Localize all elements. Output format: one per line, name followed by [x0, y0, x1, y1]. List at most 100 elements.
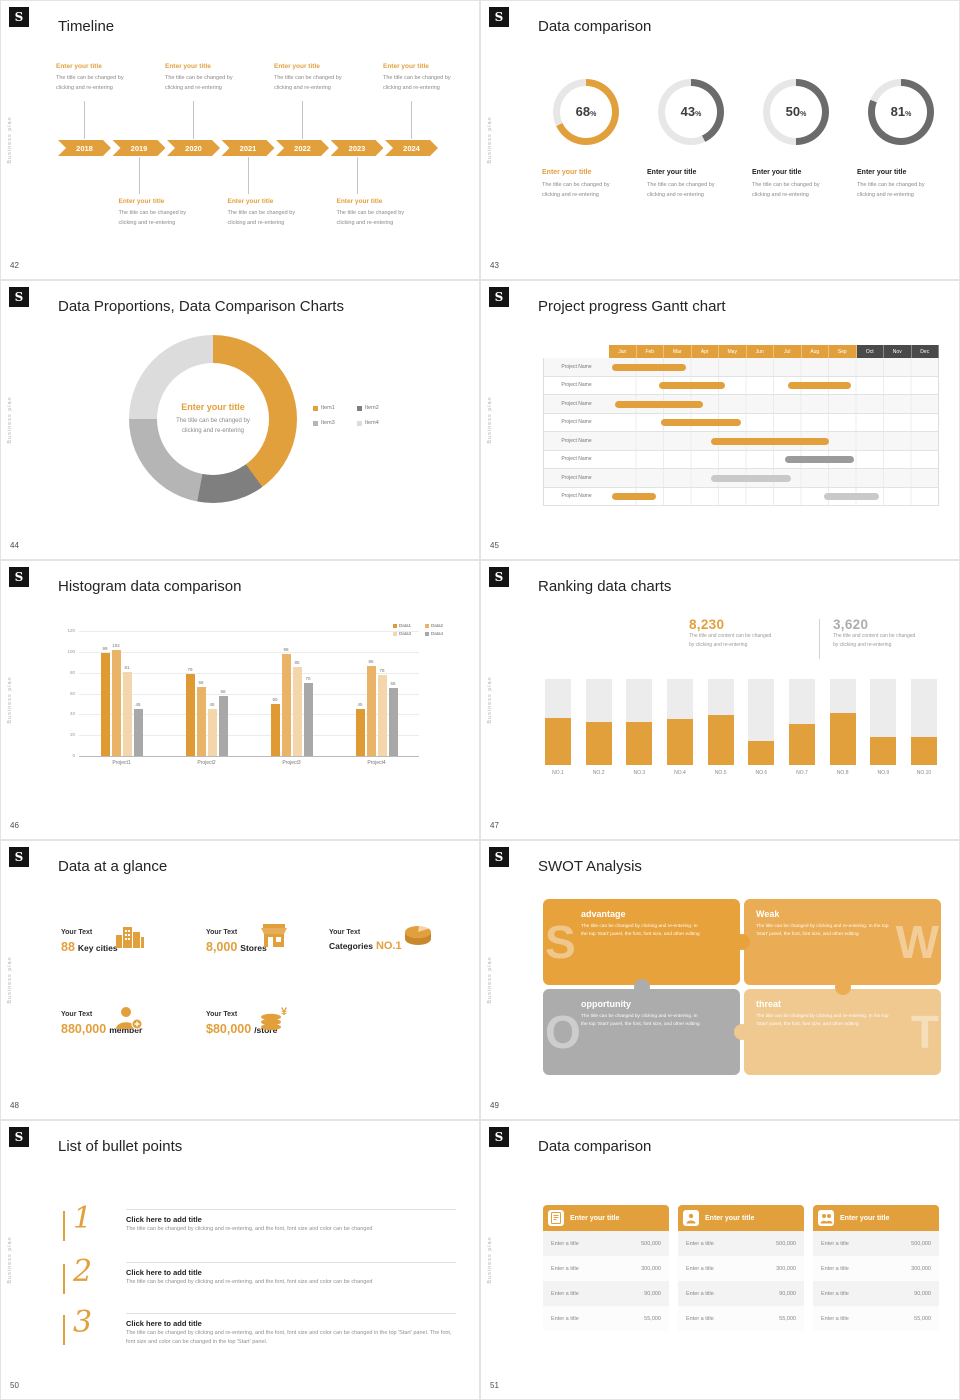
rank-label: NO.2 [592, 770, 605, 776]
legend-label: Item2 [365, 405, 379, 411]
ring-item-title: Enter your title [857, 169, 907, 176]
data-card-row-value: 55,000 [779, 1315, 796, 1322]
gantt-row-track [609, 376, 939, 395]
store-icon [260, 923, 288, 954]
swot-puzzle-tab [734, 1024, 750, 1040]
hist-bar-value: 58 [220, 688, 226, 694]
hist-gridline [79, 651, 419, 653]
logo-glyph: S [494, 850, 504, 864]
slide-title: Data comparison [538, 1138, 652, 1155]
slide-44-proportions[interactable]: S Business plan Data Proportions, Data C… [0, 280, 480, 560]
slide-43-data-comparison[interactable]: S Business plan Data comparison 68% Enter… [480, 0, 960, 280]
hist-bar [388, 688, 398, 756]
gantt-month-header: Nov [884, 345, 912, 358]
rank-track [829, 679, 856, 765]
side-vertical-text: Business plan [7, 116, 13, 164]
data-card-row-value: 90,000 [914, 1290, 931, 1297]
legend-item: Data4 [425, 631, 457, 636]
stat-desc: The title and content can be changed [833, 633, 916, 639]
logo-glyph: S [14, 850, 24, 864]
legend-swatch [425, 623, 429, 628]
slide-title: Histogram data comparison [58, 578, 242, 595]
gantt-bar [823, 493, 879, 501]
ring-item-desc: clicking and re-entering [542, 192, 599, 198]
hist-gridline [79, 693, 419, 695]
brand-logo: S [9, 1127, 29, 1147]
page-number: 44 [10, 541, 19, 550]
ring-item-desc: clicking and re-entering [752, 192, 809, 198]
slide-47-ranking[interactable]: S Business plan Ranking data charts 8,23… [480, 560, 960, 840]
bullet-number: 2 [73, 1254, 93, 1289]
swot-letter: S [545, 916, 576, 968]
progress-ring: 81% [868, 79, 934, 145]
glance-unit: member [109, 1025, 143, 1035]
slide-48-glance[interactable]: S Business plan Data at a glance Your Te… [0, 840, 480, 1120]
data-card-row-label: Enter a title [821, 1290, 849, 1297]
slide-45-gantt[interactable]: S Business plan Project progress Gantt c… [480, 280, 960, 560]
rank-fill [545, 717, 571, 765]
timeline-entry-desc: clicking and re-entering [118, 220, 176, 226]
swot-letter: O [545, 1006, 581, 1058]
page-number: 43 [490, 261, 499, 270]
ring-percent: 68 [575, 104, 591, 119]
gantt-row-label: Project Name [543, 450, 609, 469]
logo-glyph: S [494, 290, 504, 304]
hist-ytick: 40 [69, 711, 75, 717]
slide-51-data-tables[interactable]: S Business plan Data comparison Enter yo… [480, 1120, 960, 1400]
gantt-row-label: Project Name [543, 395, 609, 414]
glance-label: Your Text [206, 1011, 238, 1018]
page-number: 51 [490, 1381, 499, 1390]
slide-42-timeline[interactable]: S Business plan Timeline 2018 2019 2020 202… [0, 0, 480, 280]
slide-title: Project progress Gantt chart [538, 298, 726, 315]
timeline-year-chevron: 2022 [276, 140, 329, 156]
hist-gridline [79, 756, 419, 757]
hist-bar [133, 709, 143, 756]
brand-logo: S [9, 847, 29, 867]
stat-desc: The title and content can be changed [689, 633, 772, 639]
timeline-entry-title: Enter your title [56, 63, 102, 70]
rank-fill [911, 736, 937, 765]
glance-item: ¥ Your Text $80,000/store [206, 1006, 346, 1036]
hist-ytick: 80 [69, 669, 75, 675]
timeline-entry-desc: clicking and re-entering [165, 85, 222, 91]
timeline-entry-desc: The title can be changed by [227, 210, 296, 216]
timeline-entry-title: Enter your title [383, 63, 429, 70]
legend-item: Item2 [357, 405, 401, 411]
side-vertical-text: Business plan [7, 396, 13, 444]
ring-item-desc: The title can be changed by [647, 182, 715, 188]
bullet-desc: The title can be changed by clicking and… [126, 1330, 452, 1346]
gantt-month-header: Dec [911, 345, 939, 358]
stat-desc: by clicking and re-entering [833, 642, 892, 648]
swot-quadrant-title: opportunity [581, 999, 631, 1009]
glance-item: Your Text 88 Key cities [61, 927, 201, 954]
stat-value: 8,230 [689, 617, 725, 632]
slide-50-bullets[interactable]: S Business plan List of bullet points 1 C… [0, 1120, 480, 1400]
rank-fill [748, 740, 775, 765]
percent-sign: % [590, 111, 597, 118]
hist-bar [185, 673, 195, 756]
swot-puzzle-tab [734, 934, 750, 950]
timeline-entry-desc: The title can be changed by [56, 75, 124, 81]
logo-glyph: S [14, 1130, 24, 1144]
slide-title: Data Proportions, Data Comparison Charts [58, 298, 344, 315]
data-card-row-value: 500,000 [776, 1240, 796, 1247]
donut-center: Enter your title The title can be change… [157, 363, 269, 475]
data-card-header: Enter your title [813, 1205, 939, 1231]
brand-logo: S [489, 287, 509, 307]
data-card-row-label: Enter a title [551, 1240, 579, 1247]
gantt-month-header: Jan [609, 345, 637, 358]
hist-bar [218, 695, 228, 756]
legend-swatch [393, 623, 397, 628]
page-number: 47 [490, 821, 499, 830]
member-icon [115, 1005, 143, 1036]
timeline-year-chevron: 2020 [167, 140, 220, 156]
glance-unit: Categories [329, 941, 373, 951]
donut-legend: Item1 Item2 Item3 Item4 [313, 405, 401, 426]
swot-quadrant-title: Weak [756, 909, 780, 919]
slide-46-histogram[interactable]: S Business plan Histogram data compariso… [0, 560, 480, 840]
hist-ytick: 0 [72, 753, 75, 758]
side-vertical-text: Business plan [7, 956, 13, 1004]
swot-quadrant-desc: The title can be changed by clicking and… [756, 1014, 889, 1028]
